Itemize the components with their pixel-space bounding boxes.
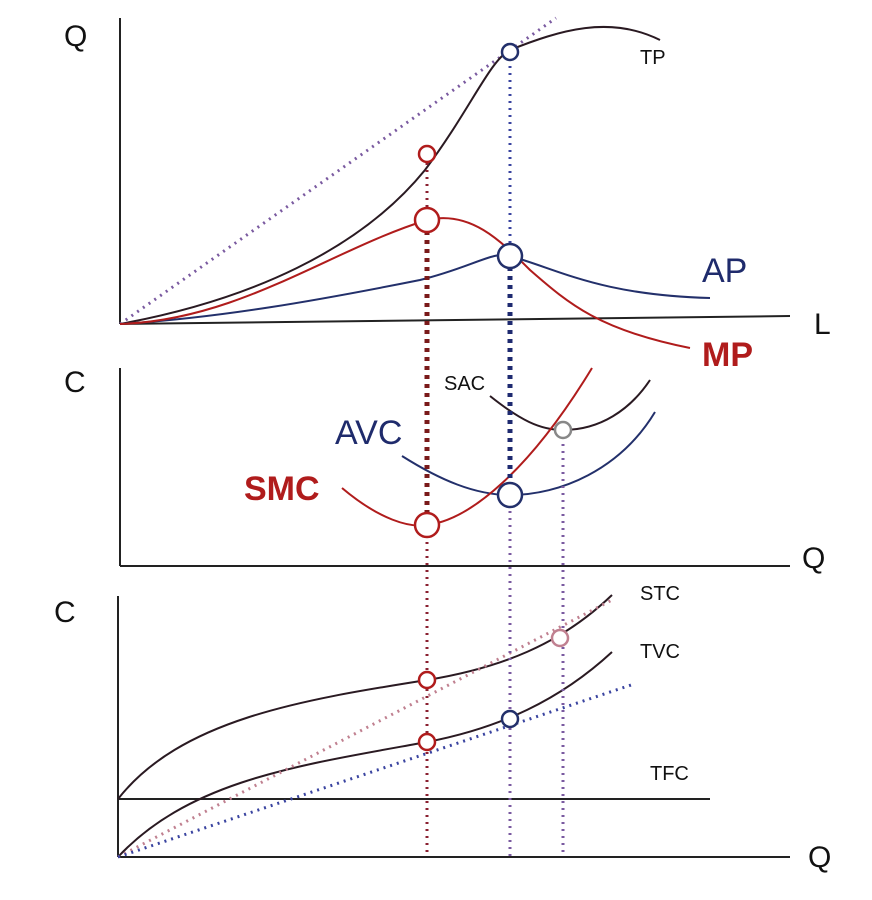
avc-curve	[401, 411, 656, 497]
ap-label: AP	[702, 252, 747, 290]
tp-tangency-marker	[500, 42, 520, 62]
mp-curve	[119, 217, 691, 349]
total-cost-y-axis-label: C	[54, 596, 76, 629]
stc-tangency-marker	[550, 628, 570, 648]
ap-curve	[119, 253, 711, 325]
production-x-axis	[119, 315, 791, 325]
stc-curve	[117, 594, 613, 800]
ap-max-marker	[496, 242, 524, 270]
tp-curve	[119, 25, 661, 325]
smc-curve	[341, 367, 593, 527]
smc-min-marker	[413, 511, 441, 539]
total-cost-x-axis-label: Q	[808, 841, 831, 874]
stc-label: STC	[640, 583, 680, 605]
avc-min-marker	[496, 481, 524, 509]
sac-min-marker	[553, 420, 573, 440]
production-panel: Q L TP AP MP	[64, 16, 831, 374]
avc-min-ray	[117, 682, 635, 859]
tfc-label: TFC	[650, 763, 689, 785]
sac-curve	[489, 379, 651, 432]
production-y-axis-label: Q	[64, 20, 87, 53]
mp-max-marker	[413, 206, 441, 234]
unit-cost-y-axis-label: C	[64, 366, 86, 399]
tp-inflection-marker	[417, 144, 437, 164]
total-cost-panel: C Q STC TVC TFC	[54, 583, 831, 874]
tp-label: TP	[640, 47, 666, 69]
sac-label: SAC	[444, 373, 485, 395]
smc-label: SMC	[244, 470, 320, 508]
tvc-tangency-marker	[500, 709, 520, 729]
connector-lines	[424, 52, 565, 857]
unit-cost-x-axis-label: Q	[802, 542, 825, 575]
unit-cost-panel: C Q SAC AVC SMC	[64, 366, 825, 575]
avc-label: AVC	[335, 414, 402, 452]
markers	[413, 42, 573, 752]
sac-min-ray	[117, 598, 613, 859]
production-x-axis-label: L	[814, 308, 831, 341]
ap-max-ray	[119, 16, 557, 326]
tvc-inflection-marker	[417, 732, 437, 752]
tvc-curve	[117, 651, 613, 858]
tvc-label: TVC	[640, 641, 680, 663]
stc-inflection-marker	[417, 670, 437, 690]
mp-label: MP	[702, 336, 753, 374]
